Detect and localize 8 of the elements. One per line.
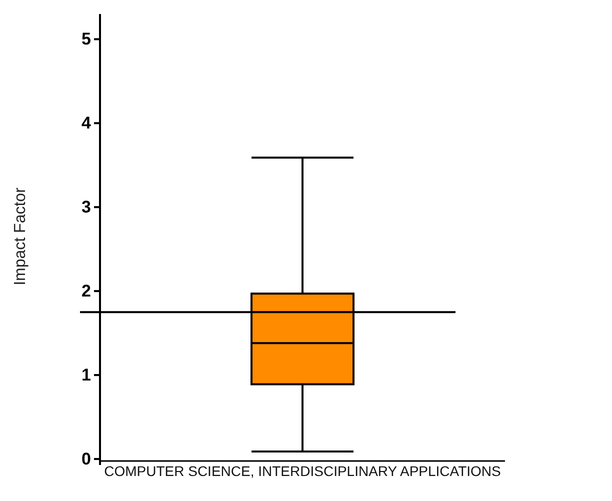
y-tick-label: 5	[82, 30, 91, 49]
y-tick-label: 4	[82, 114, 92, 133]
x-tick-label: COMPUTER SCIENCE, INTERDISCIPLINARY APPLICATIONS	[104, 463, 501, 479]
y-tick-label: 0	[82, 449, 91, 468]
y-tick-label: 3	[82, 198, 91, 217]
y-tick-label: 2	[82, 282, 91, 301]
y-axis-title: Impact Factor	[12, 186, 29, 286]
y-tick-label: 1	[82, 365, 91, 384]
